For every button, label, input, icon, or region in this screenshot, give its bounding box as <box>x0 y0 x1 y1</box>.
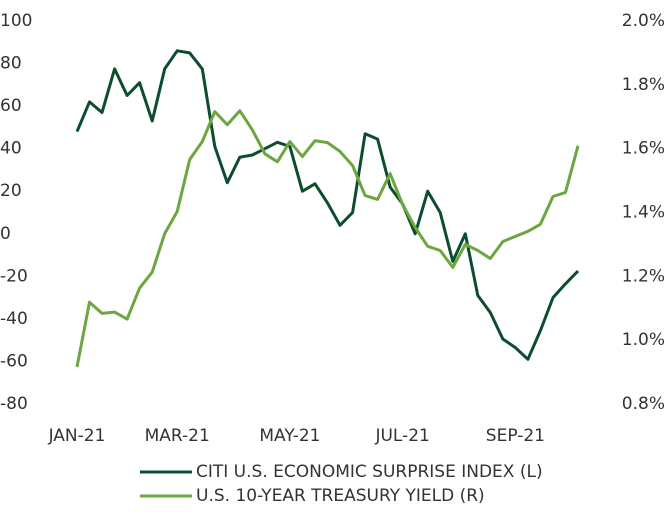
y-tick-label: -20 <box>0 266 28 286</box>
y-tick-label: -60 <box>0 351 28 371</box>
legend-label: CITI U.S. ECONOMIC SURPRISE INDEX (L) <box>196 462 543 482</box>
x-tick-label: JUL-21 <box>374 426 429 446</box>
y2-tick-label: 0.8% <box>622 394 665 414</box>
series-line <box>75 109 580 368</box>
y2-tick-label: 1.8% <box>622 75 665 95</box>
y-tick-label: 20 <box>0 181 22 201</box>
y-tick-label: 0 <box>0 224 11 244</box>
y-tick-label: -40 <box>0 309 28 329</box>
legend-label: U.S. 10-YEAR TREASURY YIELD (R) <box>196 486 485 506</box>
y-tick-label: 80 <box>0 54 22 74</box>
y2-tick-label: 1.6% <box>622 139 665 159</box>
x-tick-label: MAY-21 <box>259 426 320 446</box>
y-tick-label: 100 <box>0 11 32 31</box>
y2-tick-label: 1.0% <box>622 330 665 350</box>
y-tick-label: -80 <box>0 394 28 414</box>
series-line <box>75 49 580 361</box>
y-tick-label: 60 <box>0 96 22 116</box>
y2-tick-label: 2.0% <box>622 11 665 31</box>
y2-tick-label: 1.2% <box>622 266 665 286</box>
y-tick-label: 40 <box>0 139 22 159</box>
x-tick-label: JAN-21 <box>48 426 106 446</box>
y2-tick-label: 1.4% <box>622 203 665 223</box>
x-tick-label: SEP-21 <box>486 426 545 446</box>
x-tick-label: MAR-21 <box>145 426 210 446</box>
